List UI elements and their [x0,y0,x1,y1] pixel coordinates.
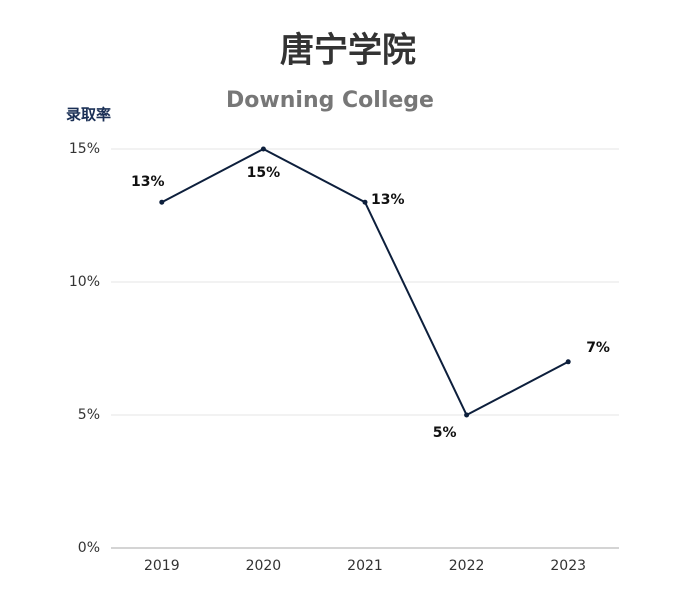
data-label: 7% [586,340,610,356]
x-tick-label: 2023 [550,558,586,574]
data-label: 15% [247,165,281,181]
data-label: 13% [131,174,165,190]
x-tick-label: 2020 [246,558,282,574]
data-label: 13% [371,192,405,208]
point [260,146,266,152]
chart-title: 唐宁学院 [280,31,416,71]
data-label: 5% [433,425,457,441]
x-tick-label: 2019 [144,558,180,574]
x-tick-label: 2022 [449,558,485,574]
point [565,359,571,365]
y-tick-label: 0% [78,540,100,556]
point [464,412,470,418]
point [362,199,368,205]
y-axis-label: 录取率 [66,106,111,124]
y-tick-label: 5% [78,407,100,423]
y-tick-label: 15% [69,141,100,157]
chart-subtitle: Downing College [226,88,434,113]
y-tick-label: 10% [69,274,100,290]
x-tick-label: 2021 [347,558,383,574]
point [159,199,165,205]
